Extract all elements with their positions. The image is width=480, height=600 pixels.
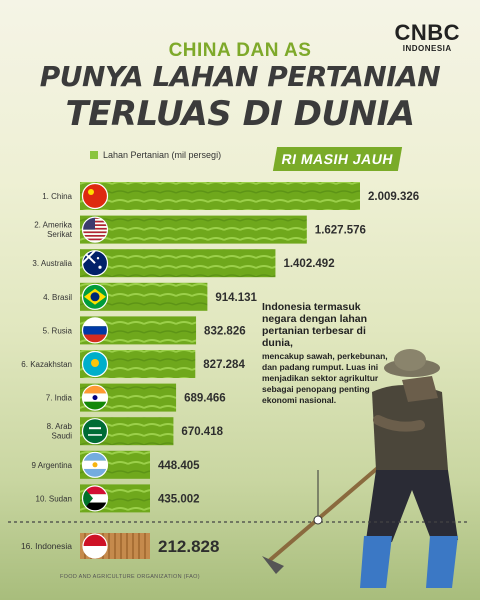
category-label: 3. Australia [32, 259, 72, 268]
sudan-flag-icon [82, 485, 108, 511]
bar-row: 8. Arab Saudi 670.418 [47, 417, 224, 446]
value-label: 2.009.326 [368, 191, 419, 203]
category-label: 1. China [42, 192, 72, 201]
bar-row: 10. Sudan 435.002 [36, 484, 200, 513]
indonesia-note: Indonesia termasuk negara dengan lahan p… [262, 301, 392, 406]
category-label: 10. Sudan [36, 494, 72, 503]
headline-line-1: PUNYA LAHAN PERTANIAN [39, 60, 441, 93]
category-label: 2. Amerika Serikat [34, 221, 73, 240]
category-label: 5. Rusia [43, 326, 73, 335]
chart-legend: Lahan Pertanian (mil persegi) [90, 150, 221, 160]
value-label: 670.418 [181, 426, 223, 438]
saudi-arabia-flag-icon [82, 418, 108, 444]
kicker: CHINA DAN AS [168, 40, 312, 61]
bar-row: 5. Rusia 832.826 [43, 316, 246, 345]
australia-flag-icon [82, 250, 108, 276]
bar-row: 7. India 689.466 [46, 383, 226, 412]
value-label: 832.826 [204, 325, 246, 337]
kazakhstan-flag-icon [82, 351, 108, 377]
callout-dot [313, 515, 323, 525]
cnbc-logo: CNBC INDONESIA [394, 20, 460, 54]
bar-row: 2. Amerika Serikat 1.627.576 [34, 215, 366, 244]
category-label: 6. Kazakhstan [21, 360, 72, 369]
value-label: 914.131 [215, 292, 257, 304]
legend-swatch [90, 151, 98, 159]
bar-row: 4. Brasil 914.131 [43, 282, 258, 311]
bar-row: 6. Kazakhstan 827.284 [21, 350, 245, 378]
value-label: 689.466 [184, 393, 226, 405]
value-label: 1.627.576 [315, 225, 366, 237]
bar [80, 182, 360, 210]
value-label: 1.402.492 [283, 258, 334, 270]
bar [80, 215, 307, 244]
value-label: 212.828 [158, 537, 219, 556]
bar-row: 3. Australia 1.402.492 [32, 249, 335, 278]
category-label: 16. Indonesia [21, 541, 72, 551]
bar [80, 249, 276, 278]
russia-flag-icon [82, 317, 108, 343]
logo-text: CNBC [394, 20, 460, 45]
category-label: 8. Arab Saudi [47, 422, 73, 441]
argentina-flag-icon [82, 452, 108, 478]
legend-label: Lahan Pertanian (mil persegi) [103, 150, 222, 160]
china-flag-icon [82, 183, 108, 209]
logo-subtitle: INDONESIA [402, 44, 452, 53]
bar-row: 16. Indonesia 212.828 [21, 533, 219, 559]
category-label: 9 Argentina [32, 461, 73, 470]
bars-group: 1. China 2.009.326 2. Amerika Serikat 1.627.… [21, 182, 419, 559]
brazil-flag-icon [82, 284, 108, 310]
source-text: FOOD AND AGRICULTURE ORGANIZATION (FAO) [60, 574, 200, 580]
category-label: 4. Brasil [43, 293, 72, 302]
headline-line-2: TERLUAS DI DUNIA [65, 94, 415, 134]
bar-row: 9 Argentina 448.405 [32, 450, 200, 479]
category-label: 7. India [46, 394, 73, 403]
note-lead: Indonesia termasuk negara dengan lahan p… [262, 301, 368, 349]
value-label: 827.284 [203, 359, 245, 371]
indonesia-flag-icon [83, 534, 107, 558]
value-label: 448.405 [158, 460, 200, 472]
india-flag-icon [82, 385, 108, 411]
bar-row: 1. China 2.009.326 [42, 182, 419, 210]
note-body: mencakup sawah, perkebunan, dan padang r… [262, 351, 388, 405]
value-label: 435.002 [158, 493, 200, 505]
